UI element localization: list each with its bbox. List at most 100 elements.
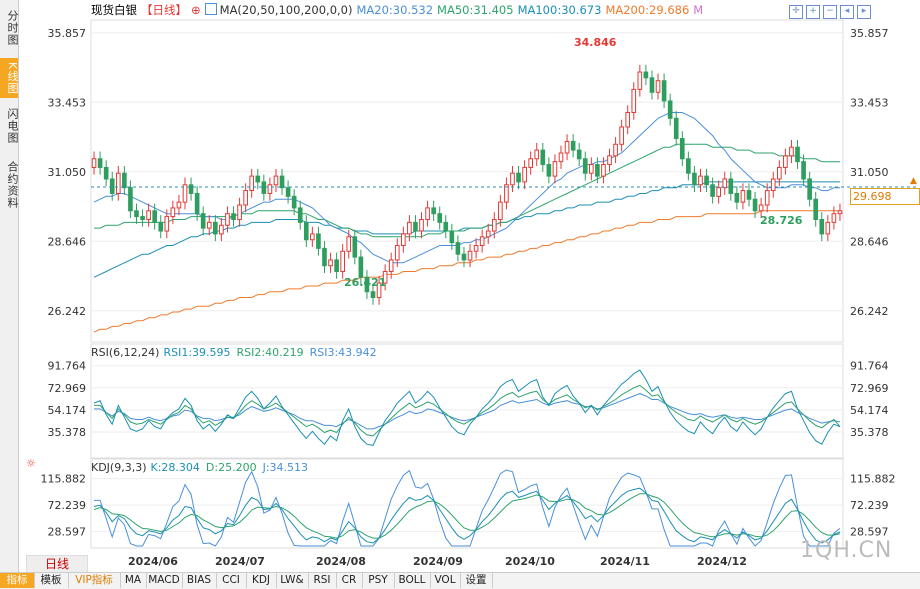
candle-body [376, 282, 382, 299]
candle-body [504, 184, 509, 203]
candle-body [322, 247, 327, 267]
d-value: D:25.200 [205, 461, 257, 474]
sun-icon[interactable]: ☼ [26, 457, 36, 470]
candle-body [413, 221, 418, 232]
candle-body [425, 207, 430, 220]
rsi-y-label-right: 54.174 [850, 404, 889, 417]
rsi2-line [94, 384, 841, 437]
indicator-tabs-bar: 指标 模板 VIP指标 MA MACD BIAS CCI KDJ LW& RSI CR PSY BOLL… [0, 572, 920, 589]
candle-body [740, 190, 746, 203]
kdj-title: KDJ(9,3,3) [91, 461, 147, 474]
watermark: 1QH.CN [800, 538, 893, 563]
ma200-value: MA200:29.686 [605, 3, 690, 17]
candle-body [225, 213, 230, 226]
candle-body [643, 71, 649, 79]
candle-body [407, 221, 412, 235]
candle-body [491, 218, 497, 232]
bottom-tab-7[interactable]: KDJ [246, 573, 277, 588]
low-label: 26.421 [344, 276, 386, 289]
bottom-tab-13[interactable]: VOL [430, 573, 461, 588]
candle-body [328, 259, 333, 267]
scroll-right-icon[interactable]: ▸ [857, 5, 871, 19]
ma200-line [93, 210, 840, 333]
candle-body [667, 100, 673, 119]
candle-body [534, 149, 540, 160]
bottom-tab-10[interactable]: CR [336, 573, 363, 588]
candle-body [128, 187, 133, 212]
bottom-tab-1[interactable]: 模板 [34, 573, 69, 588]
kdj-y-label: 72.239 [48, 499, 87, 512]
bottom-tab-3[interactable]: MA [120, 573, 147, 588]
k-value: K:28.304 [150, 461, 200, 474]
x-label: 2024/11 [600, 555, 650, 568]
period-button[interactable]: 日线 [26, 555, 88, 573]
bottom-tab-0[interactable]: 指标 [0, 573, 35, 588]
bottom-tab-2[interactable]: VIP指标 [68, 573, 121, 588]
sidebar-tab-1[interactable]: K线图 [0, 58, 19, 98]
candle-body [564, 140, 570, 154]
candle-body [182, 184, 188, 203]
ma50-value: MA50:31.405 [437, 3, 514, 17]
zoom-in-icon[interactable]: + [806, 5, 820, 19]
rsi-y-label-right: 35.378 [850, 426, 889, 439]
candle-body [710, 184, 715, 197]
candle-body [613, 143, 618, 157]
sidebar-tab-2[interactable]: 闪电图 [6, 108, 19, 144]
bottom-tab-8[interactable]: LW& [276, 573, 309, 588]
rsi-title: RSI(6,12,24) [91, 346, 160, 359]
kdj-y-label-right: 115.882 [850, 473, 896, 486]
bottom-tab-14[interactable]: 设置 [460, 573, 493, 588]
candle-body [146, 210, 151, 220]
sidebar-tab-0[interactable]: 分时图 [6, 10, 19, 46]
candle-body [455, 242, 461, 255]
ma-settings-icon[interactable] [204, 3, 217, 15]
bottom-tab-5[interactable]: BIAS [182, 573, 217, 588]
candle-body [819, 218, 825, 235]
candle-body [528, 158, 533, 168]
candle-body [631, 88, 637, 114]
x-label: 2024/07 [215, 555, 265, 568]
kdj-header: KDJ(9,3,3) K:28.304 D:25.200 J:34.513 [91, 461, 308, 474]
candle-body [103, 166, 109, 180]
candle-body [801, 161, 806, 180]
sidebar-tab-3[interactable]: 合约资料 [6, 161, 19, 209]
candle-body [510, 172, 515, 186]
candle-body [686, 158, 691, 174]
bottom-tab-9[interactable]: RSI [308, 573, 337, 588]
scroll-left-icon[interactable]: ◂ [840, 5, 854, 19]
candle-body [213, 221, 218, 235]
candle-body [122, 172, 127, 189]
candle-body [261, 181, 267, 194]
rsi2-value: RSI2:40.219 [236, 346, 304, 359]
sidebar: 分时图 K线图闪电图合约资料 [0, 0, 19, 572]
bottom-tab-11[interactable]: PSY [362, 573, 395, 588]
candle-body [807, 178, 812, 200]
candle-body [134, 210, 139, 218]
candle-body [570, 140, 576, 151]
x-label: 2024/08 [316, 555, 366, 568]
candle-body [109, 178, 115, 194]
high-label: 34.846 [574, 36, 617, 49]
candle-body [188, 184, 194, 194]
zoom-out-icon[interactable]: − [823, 5, 837, 19]
candle-body [219, 224, 224, 235]
x-label: 2024/12 [697, 555, 747, 568]
panel-border-0 [90, 19, 844, 343]
bottom-tab-12[interactable]: BOLL [394, 573, 431, 588]
candle-body [158, 221, 164, 232]
kdj-y-label-right: 72.239 [850, 499, 889, 512]
bottom-tab-6[interactable]: CCI [216, 573, 247, 588]
kline-chart[interactable]: 35.857 35.857 33.453 33.453 31.050 31.050 28.6… [0, 0, 920, 572]
j-value: J:34.513 [262, 461, 309, 474]
candle-body [777, 166, 782, 180]
rsi-y-label: 54.174 [48, 404, 87, 417]
candle-body [582, 158, 588, 174]
period-label[interactable]: 【日线】 [141, 3, 187, 17]
add-icon[interactable]: ⊕ [191, 3, 201, 17]
bottom-tab-4[interactable]: MACD [146, 573, 183, 588]
candle-body [206, 221, 212, 229]
crosshair-icon[interactable]: ✛ [789, 5, 803, 19]
rsi-y-label-right: 91.764 [850, 360, 889, 373]
kdj-y-label-right: 28.597 [850, 526, 889, 539]
candle-body [789, 146, 794, 157]
